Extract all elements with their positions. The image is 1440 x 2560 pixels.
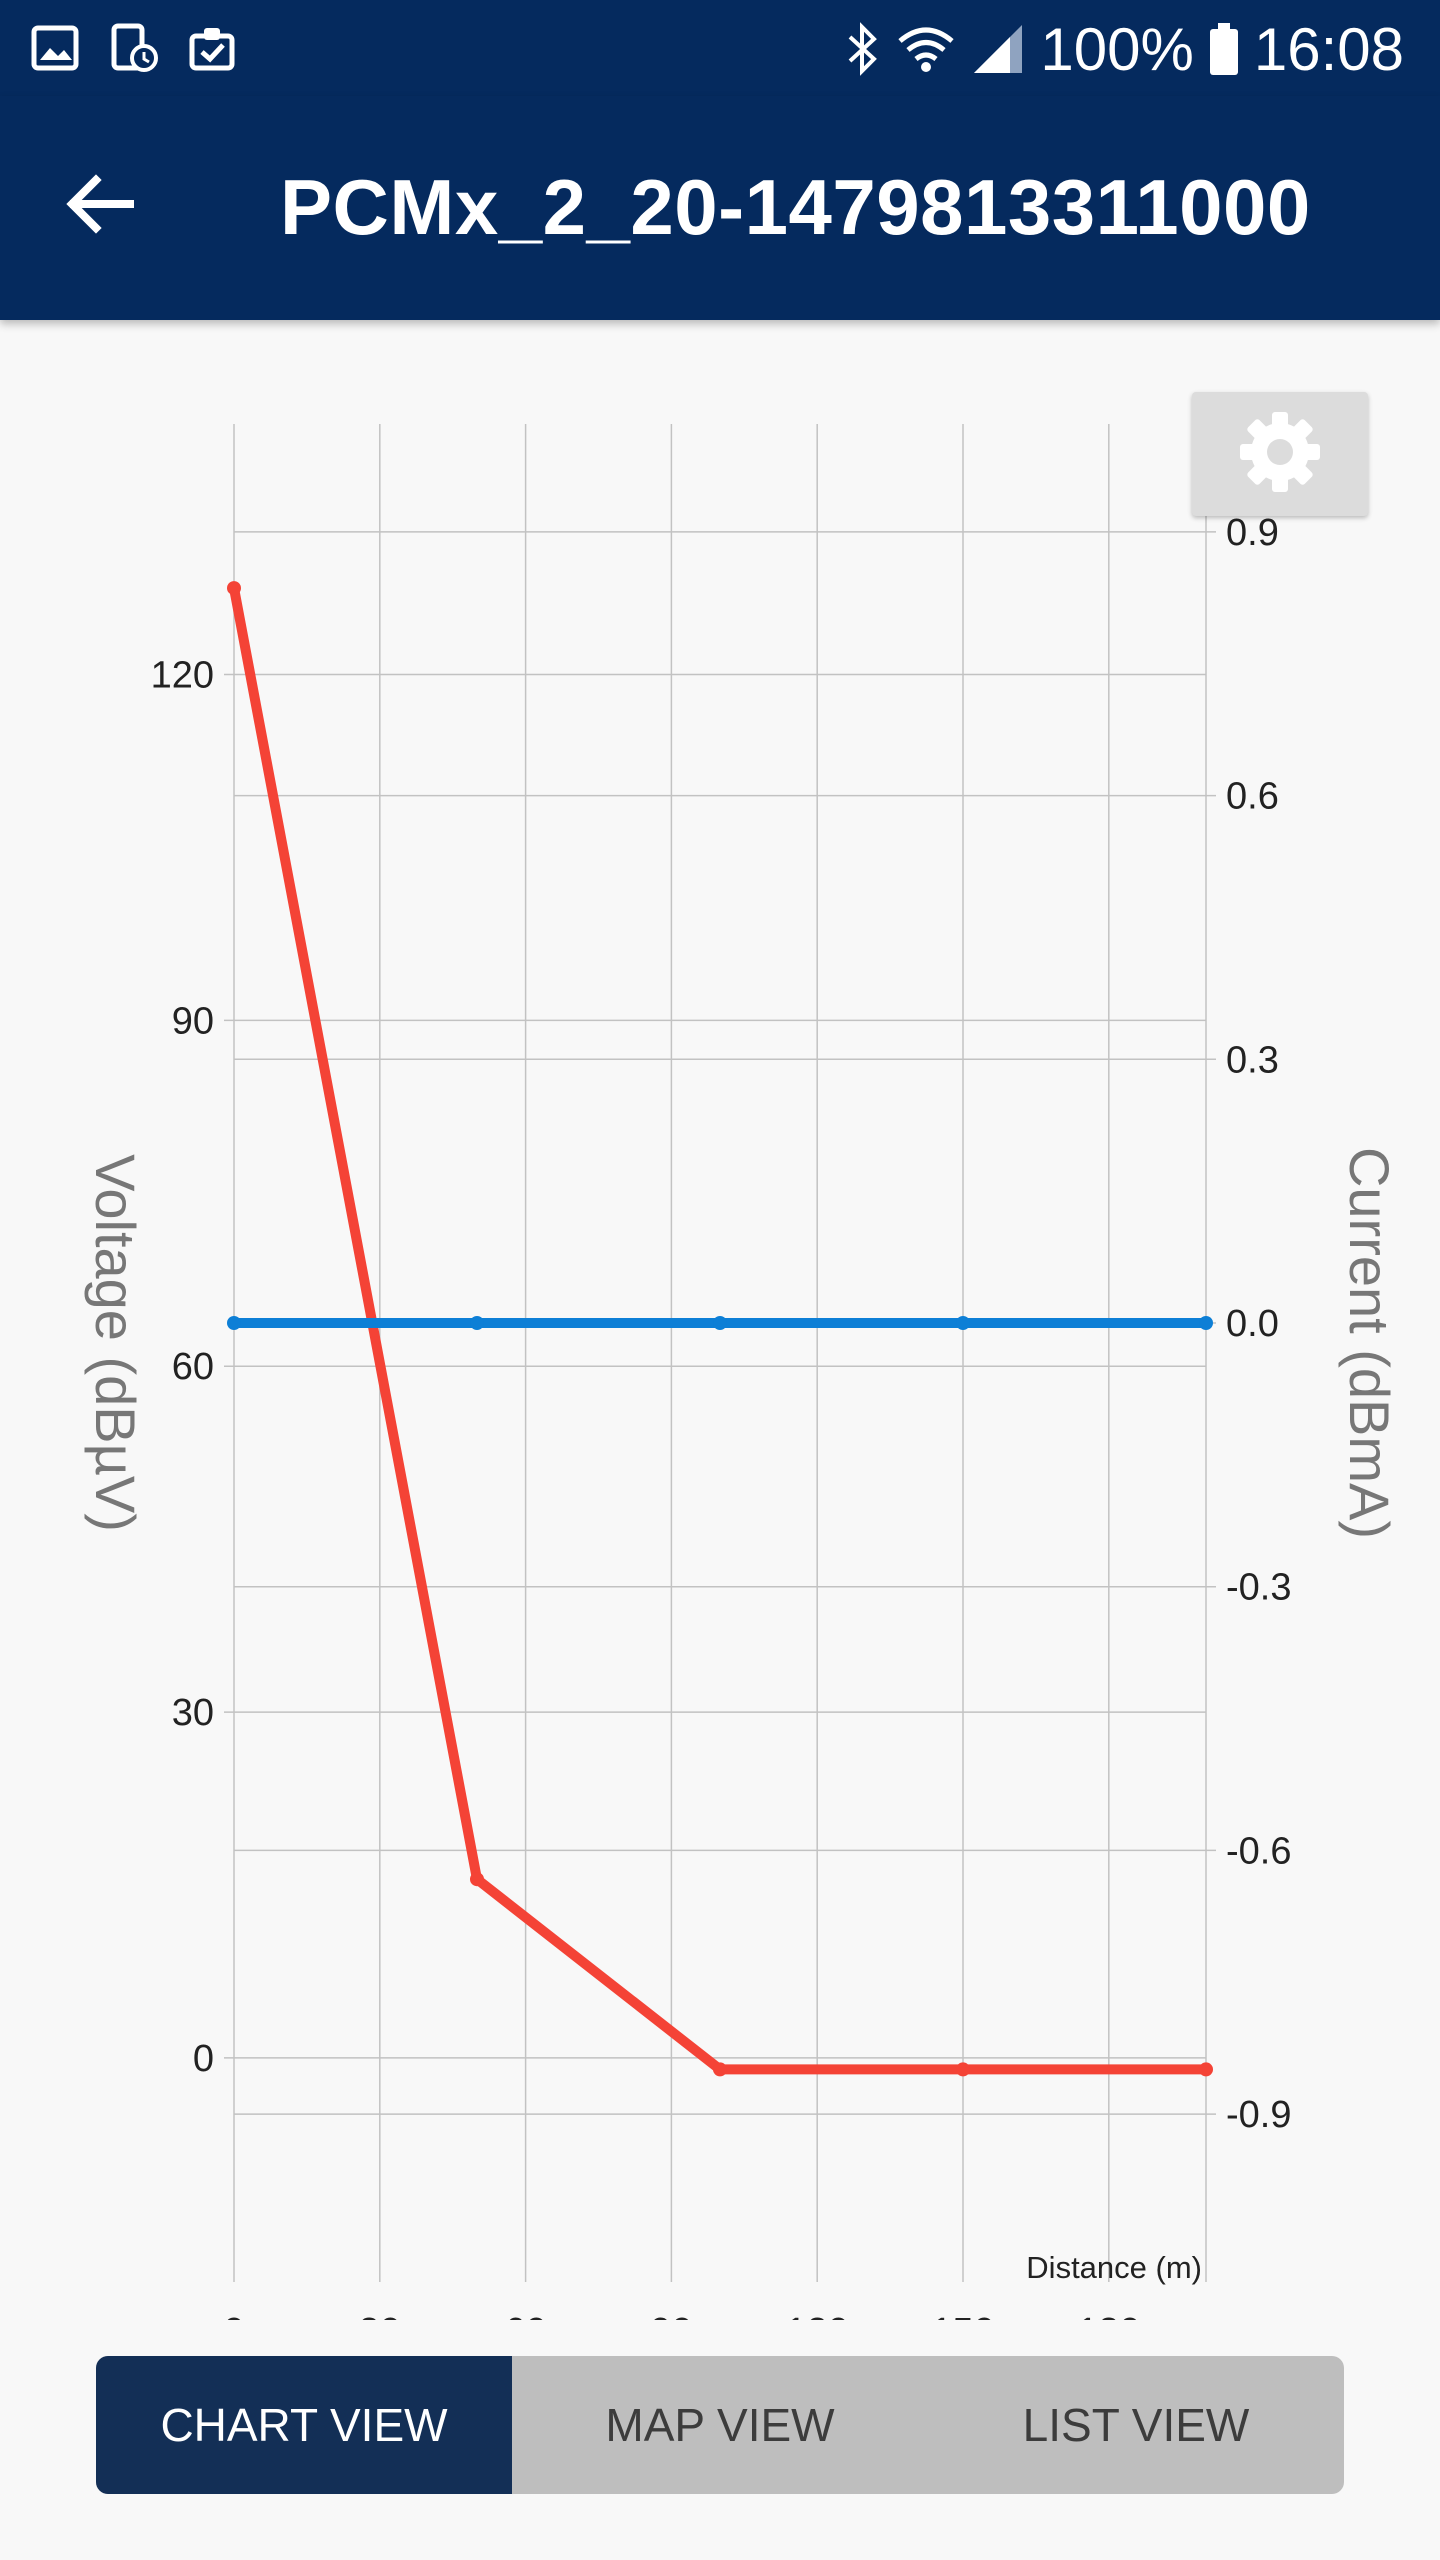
y-right-tick-label: 0.6 — [1226, 776, 1279, 818]
chart-settings-button[interactable] — [1192, 392, 1368, 516]
tab-list-view[interactable]: LIST VIEW — [1022, 2399, 1250, 2451]
y-right-tick-label: 0.3 — [1226, 1039, 1279, 1081]
y-right-tick-label: -0.9 — [1226, 2094, 1291, 2136]
y-left-tick-label: 30 — [172, 1692, 214, 1734]
data-point-voltage — [227, 581, 241, 596]
chart-grid — [224, 424, 1216, 2282]
data-point-current — [470, 1316, 484, 1330]
clipboard-check-icon — [186, 22, 238, 79]
tab-chart-view[interactable]: CHART VIEW — [96, 2356, 512, 2494]
y-right-axis-title: Current (dBmA) — [1338, 1147, 1401, 1539]
data-point-current — [713, 1316, 727, 1330]
data-point-voltage — [713, 2062, 727, 2077]
battery-percent: 100% — [1040, 15, 1194, 83]
page-title: PCMx_2_20-1479813311000 — [280, 163, 1311, 251]
x-tick-label: 180 — [1077, 2311, 1140, 2320]
data-point-current — [1199, 1316, 1213, 1330]
data-point-current — [956, 1316, 970, 1330]
y-left-tick-label: 60 — [172, 1346, 214, 1388]
screen-time-icon — [108, 22, 160, 79]
view-tab-bar: CHART VIEW MAP VIEW LIST VIEW — [96, 2356, 1344, 2494]
tab-map-view[interactable]: MAP VIEW — [605, 2399, 835, 2451]
data-point-current — [227, 1316, 241, 1330]
y-right-tick-label: 0.9 — [1226, 512, 1279, 554]
x-axis-title: Distance (m) — [1026, 2250, 1202, 2285]
data-point-voltage — [470, 1872, 484, 1887]
chart-container[interactable]: 0 30 60 90 120 150 180 0 30 60 90 120 0.9 0.6 0.3 0.0 -0… — [0, 320, 1440, 2407]
arrow-back-icon — [64, 168, 136, 245]
x-tick-label: 120 — [785, 2311, 848, 2320]
battery-icon — [1208, 21, 1240, 77]
wifi-icon — [896, 21, 956, 77]
x-tick-label: 150 — [931, 2311, 994, 2320]
gear-icon — [1238, 410, 1322, 499]
status-bar: 100% 16:08 — [0, 0, 1440, 96]
gallery-icon — [30, 22, 82, 79]
y-right-tick-label: -0.6 — [1226, 1830, 1291, 1872]
y-left-tick-label: 0 — [193, 2038, 214, 2080]
chart-series — [227, 581, 1213, 2077]
line-chart[interactable]: 0 30 60 90 120 150 180 0 30 60 90 120 0.9 0.6 0.3 0.0 -0… — [0, 320, 1440, 2407]
data-point-voltage — [1199, 2062, 1213, 2077]
x-tick-label: 90 — [650, 2311, 692, 2320]
data-point-voltage — [956, 2062, 970, 2077]
chart-ticks: 0 30 60 90 120 150 180 0 30 60 90 120 0.9 0.6 0.3 0.0 -0… — [151, 512, 1292, 2353]
clock: 16:08 — [1253, 15, 1404, 83]
system-status: 100% 16:08 — [844, 14, 1404, 84]
y-right-tick-label: 0.0 — [1226, 1303, 1279, 1345]
y-left-tick-label: 90 — [172, 1000, 214, 1042]
chart-labels: Distance (m) Voltage (dBµV) Current (dBmA) — [84, 1147, 1401, 2285]
y-left-tick-label: 120 — [151, 655, 214, 697]
x-tick-label: 30 — [359, 2311, 401, 2320]
app-bar: PCMx_2_20-1479813311000 — [0, 96, 1440, 320]
x-tick-label: 60 — [504, 2311, 546, 2320]
back-button[interactable] — [50, 156, 150, 256]
y-left-axis-title: Voltage (dBµV) — [84, 1154, 147, 1532]
notification-icons — [30, 22, 238, 79]
y-right-tick-label: -0.3 — [1226, 1567, 1291, 1609]
x-tick-label: 0 — [223, 2311, 244, 2320]
signal-icon — [970, 21, 1026, 77]
bluetooth-icon — [844, 21, 882, 77]
